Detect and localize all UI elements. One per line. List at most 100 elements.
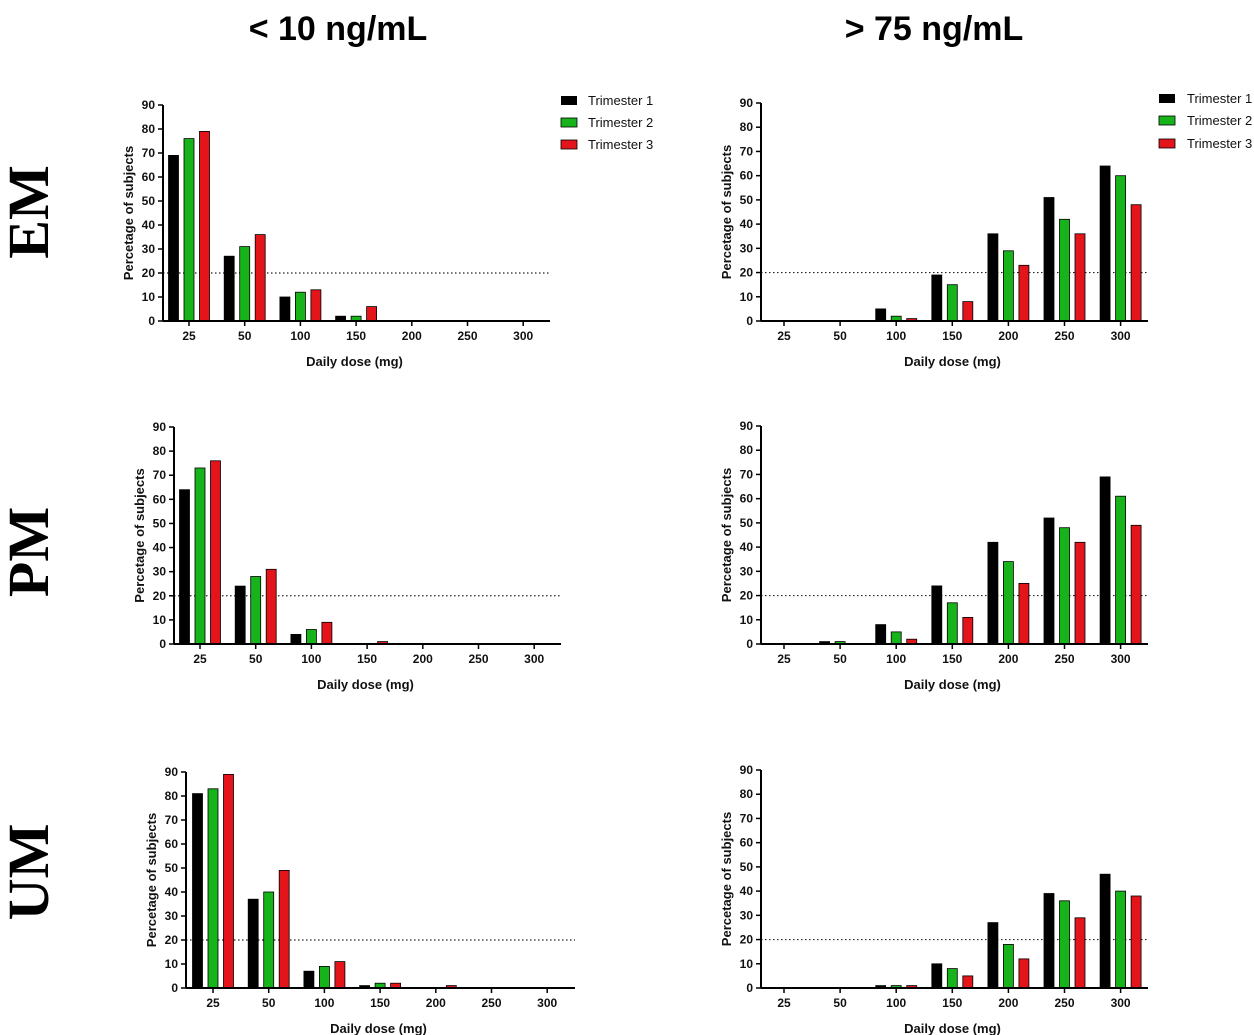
x-tick-label: 200 xyxy=(402,329,422,343)
y-tick-label: 80 xyxy=(740,120,754,134)
bar-trimester-3-100 xyxy=(334,961,346,989)
x-tick-label: 150 xyxy=(346,329,366,343)
y-tick-label: 70 xyxy=(142,146,156,160)
y-tick-label: 90 xyxy=(740,96,754,110)
bar-trimester-3-150 xyxy=(962,617,974,645)
chart-pm-low: 0 10 20 30 40 50 60 70 80 90 25 50 100 150 200 250 300 Da… xyxy=(132,420,561,692)
bar-trimester-2-100 xyxy=(305,629,317,645)
legend-label-trimester-2: Trimester 2 xyxy=(1187,113,1252,128)
bar-trimester-3-100 xyxy=(310,289,322,322)
x-tick-label: 300 xyxy=(513,329,533,343)
legend-label-trimester-2: Trimester 2 xyxy=(588,115,653,130)
y-tick-label: 20 xyxy=(153,589,167,603)
x-tick-label: 100 xyxy=(290,329,310,343)
chart-em-high: 0 10 20 30 40 50 60 70 80 90 25 50 100 150 200 250 300 Da… xyxy=(719,96,1148,369)
y-axis-label: Percetage of subjects xyxy=(144,813,159,947)
bar-trimester-3-100 xyxy=(321,621,333,645)
y-tick-label: 0 xyxy=(746,314,753,328)
bar-trimester-2-50 xyxy=(263,891,275,989)
x-tick-label: 150 xyxy=(942,652,962,666)
bar-trimester-2-200 xyxy=(1003,250,1014,322)
y-tick-label: 10 xyxy=(165,957,179,971)
y-tick-label: 70 xyxy=(740,467,754,481)
x-tick-label: 200 xyxy=(998,329,1018,343)
y-tick-label: 90 xyxy=(153,420,167,434)
bar-trimester-1-150 xyxy=(931,963,943,989)
bar-trimester-1-250 xyxy=(1043,893,1055,989)
bar-trimester-3-200 xyxy=(1018,583,1030,645)
legend-swatch-trimester-2 xyxy=(560,117,578,128)
y-tick-label: 50 xyxy=(740,860,754,874)
y-tick-label: 80 xyxy=(142,122,156,136)
y-tick-label: 0 xyxy=(746,981,753,995)
y-axis-label: Percetage of subjects xyxy=(719,812,734,946)
y-tick-label: 30 xyxy=(740,564,754,578)
row-label-um: UM xyxy=(0,824,61,921)
y-tick-label: 0 xyxy=(148,314,155,328)
bar-trimester-3-250 xyxy=(1074,233,1086,322)
bar-trimester-1-300 xyxy=(1099,873,1111,989)
y-tick-label: 80 xyxy=(740,443,754,457)
y-tick-label: 20 xyxy=(740,589,754,603)
legend-high: Trimester 1 Trimester 2 Trimester 3 xyxy=(1158,91,1252,151)
x-axis-label: Daily dose (mg) xyxy=(317,677,414,692)
y-axis-label: Percetage of subjects xyxy=(132,468,147,602)
x-tick-label: 50 xyxy=(238,329,252,343)
y-tick-label: 10 xyxy=(153,613,167,627)
y-tick-label: 20 xyxy=(740,933,754,947)
legend-label-trimester-1: Trimester 1 xyxy=(588,93,653,108)
y-tick-label: 80 xyxy=(153,444,167,458)
bar-trimester-3-200 xyxy=(1018,264,1030,322)
x-tick-label: 250 xyxy=(1054,652,1074,666)
y-tick-label: 90 xyxy=(740,763,754,777)
bar-trimester-3-50 xyxy=(265,568,277,645)
bar-trimester-2-200 xyxy=(1003,944,1014,989)
y-tick-label: 90 xyxy=(740,419,754,433)
bar-trimester-2-100 xyxy=(890,631,902,645)
bar-trimester-3-150 xyxy=(962,301,974,322)
y-tick-label: 50 xyxy=(153,516,167,530)
y-tick-label: 30 xyxy=(142,242,156,256)
chart-em-low: 0 10 20 30 40 50 60 70 80 90 25 50 100 150 200 250 300 Da… xyxy=(121,98,550,369)
y-tick-label: 90 xyxy=(142,98,156,112)
bar-trimester-1-50 xyxy=(234,585,246,645)
chart-pm-high: 0 10 20 30 40 50 60 70 80 90 25 50 100 150 200 250 300 Da… xyxy=(719,419,1148,692)
bar-trimester-2-150 xyxy=(946,284,958,322)
bar-trimester-1-50 xyxy=(223,255,235,322)
x-axis-label: Daily dose (mg) xyxy=(306,354,403,369)
bar-trimester-3-50 xyxy=(278,870,290,989)
x-tick-label: 50 xyxy=(262,996,276,1010)
row-label-pm: PM xyxy=(0,507,61,597)
y-tick-label: 30 xyxy=(740,908,754,922)
bar-trimester-1-50 xyxy=(247,898,259,989)
x-tick-label: 25 xyxy=(777,996,791,1010)
column-title-low: < 10 ng/mL xyxy=(249,10,428,48)
bar-trimester-1-200 xyxy=(987,541,999,645)
legend-swatch-trimester-2 xyxy=(1158,115,1176,126)
bar-trimester-1-25 xyxy=(179,489,190,645)
x-tick-label: 50 xyxy=(833,996,847,1010)
bar-trimester-2-50 xyxy=(239,246,251,322)
bar-trimester-2-300 xyxy=(1115,495,1126,645)
y-tick-label: 40 xyxy=(142,218,156,232)
y-tick-label: 50 xyxy=(165,861,179,875)
y-tick-label: 10 xyxy=(740,957,754,971)
bar-trimester-1-100 xyxy=(290,634,302,645)
y-tick-label: 70 xyxy=(165,813,179,827)
y-tick-label: 30 xyxy=(153,565,167,579)
bar-trimester-1-150 xyxy=(931,274,943,322)
bar-trimester-1-100 xyxy=(279,296,291,322)
x-tick-label: 25 xyxy=(777,329,791,343)
bar-trimester-2-200 xyxy=(1003,561,1014,645)
legend-swatch-trimester-3 xyxy=(560,139,578,150)
y-tick-label: 0 xyxy=(746,637,753,651)
legend-label-trimester-3: Trimester 3 xyxy=(588,137,653,152)
y-tick-label: 10 xyxy=(740,613,754,627)
y-tick-label: 60 xyxy=(153,492,167,506)
x-tick-label: 100 xyxy=(886,996,906,1010)
bar-trimester-2-150 xyxy=(946,968,958,989)
x-tick-label: 250 xyxy=(1054,996,1074,1010)
x-tick-label: 150 xyxy=(942,329,962,343)
row-label-em: EM xyxy=(0,165,61,258)
